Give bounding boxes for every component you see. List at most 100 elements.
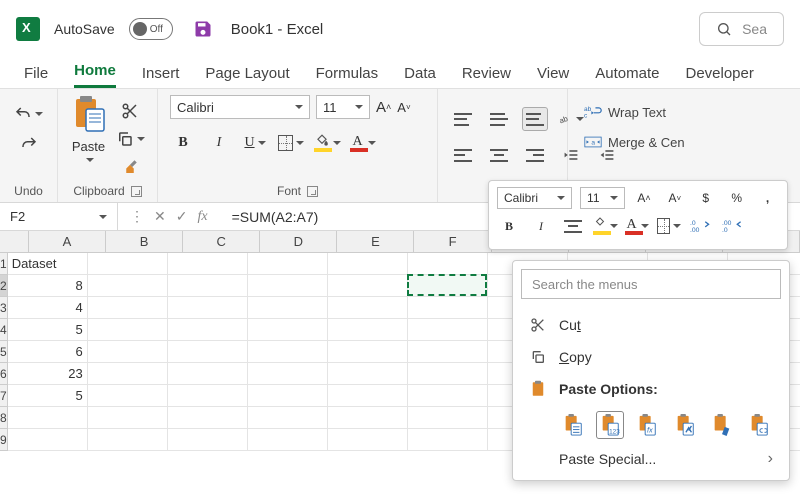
autosave-toggle[interactable]: Off bbox=[129, 18, 173, 40]
cell-D7[interactable] bbox=[248, 385, 328, 407]
search-box[interactable]: Sea bbox=[699, 12, 784, 46]
increase-font-button[interactable]: A˄ bbox=[376, 95, 391, 119]
row-header-2[interactable]: 2 bbox=[0, 275, 8, 297]
dialog-launcher-icon[interactable] bbox=[131, 186, 142, 197]
cell-E3[interactable] bbox=[328, 297, 408, 319]
decrease-font-button[interactable]: A˅ bbox=[397, 95, 410, 119]
context-copy-item[interactable]: Copy bbox=[521, 341, 781, 373]
align-top-button[interactable] bbox=[450, 107, 476, 131]
cell-A7[interactable]: 5 bbox=[8, 385, 88, 407]
mini-decrease-decimal-button[interactable]: .00.0 bbox=[721, 215, 745, 237]
cell-F7[interactable] bbox=[408, 385, 488, 407]
column-header-F[interactable]: F bbox=[414, 231, 491, 253]
cell-F4[interactable] bbox=[408, 319, 488, 341]
align-center-button[interactable] bbox=[486, 143, 512, 167]
tab-formulas[interactable]: Formulas bbox=[316, 65, 379, 88]
cell-E2[interactable] bbox=[328, 275, 408, 297]
tab-review[interactable]: Review bbox=[462, 65, 511, 88]
cell-C8[interactable] bbox=[168, 407, 248, 429]
cell-B4[interactable] bbox=[88, 319, 168, 341]
copy-button[interactable] bbox=[115, 127, 145, 151]
row-header-1[interactable]: 1 bbox=[0, 253, 8, 275]
cell-D5[interactable] bbox=[248, 341, 328, 363]
cell-D9[interactable] bbox=[248, 429, 328, 451]
tab-page-layout[interactable]: Page Layout bbox=[205, 65, 289, 88]
tab-automate[interactable]: Automate bbox=[595, 65, 659, 88]
bold-button[interactable]: B bbox=[170, 131, 196, 155]
cut-button[interactable] bbox=[115, 99, 145, 123]
column-header-E[interactable]: E bbox=[337, 231, 414, 253]
paste-button[interactable]: Paste bbox=[70, 95, 107, 162]
cell-E1[interactable] bbox=[328, 253, 408, 275]
column-header-A[interactable]: A bbox=[29, 231, 106, 253]
font-size-select[interactable]: 11 bbox=[316, 95, 370, 119]
name-box[interactable]: F2 bbox=[0, 203, 118, 230]
paste-all-option[interactable] bbox=[559, 411, 586, 439]
cell-F2[interactable] bbox=[408, 275, 488, 297]
cell-E6[interactable] bbox=[328, 363, 408, 385]
mini-percent-button[interactable]: % bbox=[725, 187, 748, 209]
mini-font-color-button[interactable]: A bbox=[625, 215, 649, 237]
cell-E9[interactable] bbox=[328, 429, 408, 451]
cell-E4[interactable] bbox=[328, 319, 408, 341]
cell-F8[interactable] bbox=[408, 407, 488, 429]
context-menu-search[interactable]: Search the menus bbox=[521, 269, 781, 299]
column-header-D[interactable]: D bbox=[260, 231, 337, 253]
mini-italic-button[interactable]: I bbox=[529, 215, 553, 237]
format-painter-button[interactable] bbox=[115, 155, 145, 179]
paste-formulas-option[interactable]: fx bbox=[634, 411, 661, 439]
tab-data[interactable]: Data bbox=[404, 65, 436, 88]
mini-align-button[interactable] bbox=[561, 215, 585, 237]
merge-center-button[interactable]: a Merge & Cen bbox=[578, 129, 691, 155]
cell-F3[interactable] bbox=[408, 297, 488, 319]
cell-A2[interactable]: 8 bbox=[8, 275, 88, 297]
mini-decrease-font-button[interactable]: A˅ bbox=[663, 187, 686, 209]
cell-B8[interactable] bbox=[88, 407, 168, 429]
paste-transpose-option[interactable] bbox=[671, 411, 698, 439]
cell-E5[interactable] bbox=[328, 341, 408, 363]
fill-color-button[interactable] bbox=[314, 131, 340, 155]
font-name-select[interactable]: Calibri bbox=[170, 95, 310, 119]
column-header-B[interactable]: B bbox=[106, 231, 183, 253]
align-bottom-button[interactable] bbox=[522, 107, 548, 131]
align-right-button[interactable] bbox=[522, 143, 548, 167]
cell-B5[interactable] bbox=[88, 341, 168, 363]
paste-link-option[interactable] bbox=[746, 411, 773, 439]
borders-button[interactable] bbox=[278, 131, 304, 155]
align-middle-button[interactable] bbox=[486, 107, 512, 131]
dialog-launcher-icon[interactable] bbox=[307, 186, 318, 197]
paste-values-option[interactable]: 123 bbox=[596, 411, 623, 439]
cell-D1[interactable] bbox=[248, 253, 328, 275]
row-header-6[interactable]: 6 bbox=[0, 363, 8, 385]
undo-button[interactable] bbox=[11, 101, 47, 127]
select-all-corner[interactable] bbox=[0, 231, 29, 253]
cell-B7[interactable] bbox=[88, 385, 168, 407]
cell-A9[interactable] bbox=[8, 429, 88, 451]
tab-insert[interactable]: Insert bbox=[142, 65, 180, 88]
redo-button[interactable] bbox=[11, 131, 47, 157]
cell-C5[interactable] bbox=[168, 341, 248, 363]
mini-increase-decimal-button[interactable]: .0.00 bbox=[689, 215, 713, 237]
row-header-4[interactable]: 4 bbox=[0, 319, 8, 341]
cell-A5[interactable]: 6 bbox=[8, 341, 88, 363]
cell-F6[interactable] bbox=[408, 363, 488, 385]
paste-special-item[interactable]: Paste Special... › bbox=[521, 443, 781, 472]
accept-formula-button[interactable]: ✓ bbox=[176, 208, 188, 225]
tab-view[interactable]: View bbox=[537, 65, 569, 88]
cell-C1[interactable] bbox=[168, 253, 248, 275]
underline-button[interactable]: U bbox=[242, 131, 268, 155]
row-header-7[interactable]: 7 bbox=[0, 385, 8, 407]
italic-button[interactable]: I bbox=[206, 131, 232, 155]
fx-icon[interactable]: fx bbox=[197, 209, 207, 225]
mini-font-size-select[interactable]: 11 bbox=[580, 187, 625, 209]
cell-E7[interactable] bbox=[328, 385, 408, 407]
row-header-8[interactable]: 8 bbox=[0, 407, 8, 429]
cancel-formula-button[interactable]: ✕ bbox=[154, 208, 166, 225]
cell-D2[interactable] bbox=[248, 275, 328, 297]
cell-C4[interactable] bbox=[168, 319, 248, 341]
cell-C9[interactable] bbox=[168, 429, 248, 451]
cell-F9[interactable] bbox=[408, 429, 488, 451]
mini-borders-button[interactable] bbox=[657, 215, 681, 237]
cell-B2[interactable] bbox=[88, 275, 168, 297]
cell-E8[interactable] bbox=[328, 407, 408, 429]
